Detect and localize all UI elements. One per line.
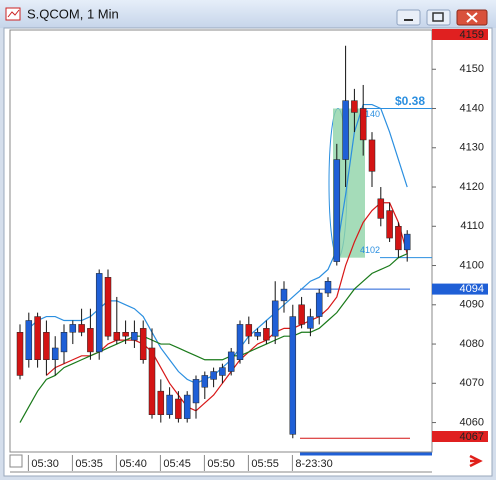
- candle-body: [183, 394, 191, 419]
- candle-body: [60, 332, 68, 353]
- candle-body: [157, 390, 165, 415]
- candle-body: [219, 367, 226, 376]
- low-marker-box: [432, 431, 488, 442]
- high-marker: 4159: [460, 29, 484, 41]
- ma-line: [46, 202, 408, 412]
- candle-body: [166, 394, 173, 415]
- range-high-label: 4140: [360, 109, 380, 119]
- y-tick-label: 4100: [460, 259, 484, 271]
- chart-title: S.QCOM, 1 Min: [27, 6, 119, 21]
- candle-body: [342, 100, 349, 160]
- candle-body: [51, 347, 59, 360]
- x-tick-label: 05:30: [31, 458, 59, 470]
- y-tick-label: 4090: [460, 299, 484, 311]
- candle-body: [122, 332, 129, 337]
- candle-body: [201, 375, 209, 388]
- ma-line: [28, 103, 408, 384]
- candle-body: [271, 300, 279, 337]
- maximize-icon: [432, 12, 444, 22]
- candle-body: [315, 292, 323, 317]
- x-tick-label: 05:50: [207, 458, 235, 470]
- candle-body: [254, 332, 261, 337]
- last-marker: 4094: [460, 283, 484, 295]
- y-tick-label: 4140: [460, 102, 484, 114]
- y-tick-label: 4150: [460, 63, 484, 75]
- range-label: $0.38: [395, 94, 425, 108]
- y-tick-label: 4120: [460, 181, 484, 193]
- candle-body: [43, 332, 50, 360]
- ma-line: [19, 253, 408, 423]
- y-tick-label: 4130: [460, 142, 484, 154]
- candle-body: [87, 328, 94, 353]
- candle-body: [78, 324, 85, 333]
- y-tick-label: 4080: [460, 338, 484, 350]
- candle-body: [139, 328, 147, 360]
- candle-body: [368, 139, 376, 172]
- y-tick-label: 4070: [460, 377, 484, 389]
- candle-body: [333, 159, 341, 262]
- candle-body: [263, 328, 270, 341]
- candle-body: [403, 233, 411, 251]
- candle-body: [104, 277, 112, 337]
- y-tick-label: 4110: [460, 220, 484, 232]
- x-tick-label: 05:35: [75, 458, 103, 470]
- candle-body: [359, 108, 367, 141]
- candle-body: [298, 304, 305, 325]
- candle-body: [69, 324, 77, 333]
- candle-body: [95, 273, 103, 353]
- last-marker-box: [432, 283, 488, 295]
- candle-body: [175, 398, 182, 419]
- candle-body: [324, 280, 332, 294]
- candle-body: [351, 100, 358, 113]
- scroll-box[interactable]: [9, 454, 23, 468]
- candle-body: [236, 324, 244, 360]
- candle-body: [289, 316, 297, 435]
- candle-body: [192, 379, 200, 404]
- candle-body: [113, 332, 121, 341]
- low-marker: 4067: [460, 431, 484, 443]
- candle-body: [377, 198, 385, 219]
- x-tick-label: 8-23:30: [295, 458, 332, 470]
- y-tick-label: 4060: [460, 416, 484, 428]
- x-tick-label: 05:55: [251, 458, 279, 470]
- minimize-button[interactable]: [396, 9, 421, 26]
- candle-body: [148, 347, 156, 415]
- candle-body: [245, 324, 253, 337]
- candle-body: [280, 288, 288, 302]
- candle-body: [307, 316, 314, 329]
- range-low-label: 4102: [360, 245, 380, 255]
- candle-body: [227, 351, 235, 372]
- close-icon: [466, 12, 478, 23]
- candle-body: [131, 332, 138, 341]
- x-tick-label: 05:40: [119, 458, 147, 470]
- candle-body: [395, 226, 402, 251]
- candle-body: [386, 210, 393, 239]
- candle-body: [16, 332, 24, 376]
- candle-body: [25, 320, 33, 360]
- app-icon-line: [7, 9, 20, 18]
- plot-area: [9, 29, 433, 453]
- app-icon: [5, 7, 21, 21]
- x-tick-label: 05:45: [163, 458, 191, 470]
- high-marker-box: [432, 29, 488, 40]
- candle-body: [34, 316, 41, 360]
- scroll-right-arrow[interactable]: [469, 454, 483, 468]
- candle-body: [210, 371, 217, 380]
